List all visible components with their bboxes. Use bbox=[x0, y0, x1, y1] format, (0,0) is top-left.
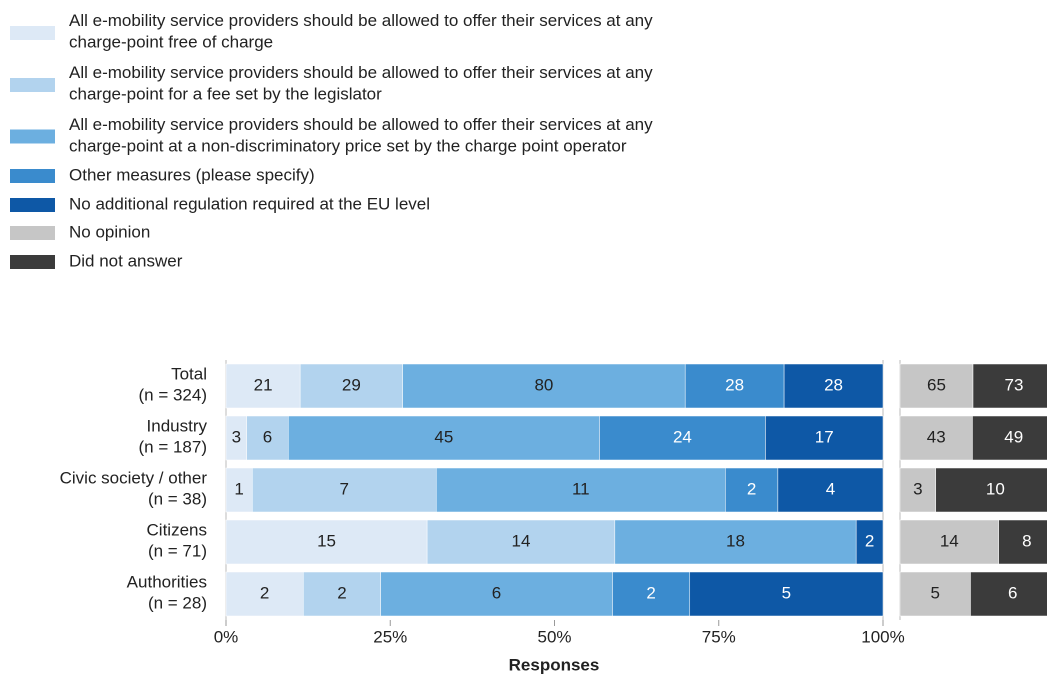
legend-label: All e-mobility service providers should … bbox=[69, 11, 653, 52]
data-label: 6 bbox=[492, 583, 501, 602]
data-label: 18 bbox=[726, 531, 745, 550]
data-label: 3 bbox=[913, 479, 922, 498]
data-label: 5 bbox=[782, 583, 791, 602]
y-tick-label: Authorities (n = 28) bbox=[127, 573, 207, 613]
data-label: 11 bbox=[572, 479, 590, 498]
data-label: 1 bbox=[234, 479, 243, 498]
data-label: 6 bbox=[1008, 583, 1017, 602]
bar-segment bbox=[899, 415, 973, 461]
bar-segment bbox=[899, 363, 974, 409]
bar-segment bbox=[935, 467, 1047, 513]
data-label: 15 bbox=[317, 531, 336, 550]
data-label: 21 bbox=[254, 375, 273, 394]
data-label: 80 bbox=[534, 375, 553, 394]
legend-swatch bbox=[10, 78, 55, 92]
y-tick-label: Industry (n = 187) bbox=[138, 417, 207, 457]
data-label: 5 bbox=[930, 583, 939, 602]
legend-swatch bbox=[10, 255, 55, 269]
data-label: 28 bbox=[824, 375, 843, 394]
data-label: 17 bbox=[815, 427, 834, 446]
data-label: 14 bbox=[940, 531, 959, 550]
bar-segment bbox=[725, 467, 779, 513]
bar-segment bbox=[972, 363, 1047, 409]
bar-segment bbox=[225, 363, 301, 409]
legend-swatch bbox=[10, 129, 55, 144]
data-label: 2 bbox=[865, 531, 874, 550]
bar-segment bbox=[380, 571, 613, 617]
legend-label: Other measures (please specify) bbox=[69, 165, 315, 184]
bar-segment bbox=[972, 415, 1047, 461]
legend-label: All e-mobility service providers should … bbox=[69, 115, 653, 156]
data-label: 24 bbox=[673, 427, 692, 446]
y-tick-label: Total (n = 324) bbox=[138, 365, 207, 405]
bar-segment bbox=[303, 571, 381, 617]
legend-swatch bbox=[10, 26, 55, 40]
data-label: 29 bbox=[342, 375, 361, 394]
data-label: 6 bbox=[263, 427, 272, 446]
bar-segment bbox=[402, 363, 686, 409]
legend-label: No additional regulation required at the… bbox=[69, 194, 430, 213]
legend-label: Did not answer bbox=[69, 251, 183, 270]
bar-segment bbox=[855, 519, 884, 565]
bar-segment bbox=[435, 467, 726, 513]
data-label: 3 bbox=[232, 427, 241, 446]
x-tick-label: 50% bbox=[537, 627, 571, 646]
data-label: 2 bbox=[260, 583, 269, 602]
data-label: 45 bbox=[434, 427, 453, 446]
bar-segment bbox=[287, 415, 600, 461]
bar-segment bbox=[765, 415, 884, 461]
x-tick-label: 25% bbox=[373, 627, 407, 646]
legend-swatch bbox=[10, 198, 55, 212]
legend-label: No opinion bbox=[69, 222, 150, 241]
data-label: 2 bbox=[337, 583, 346, 602]
bar-segment bbox=[689, 571, 884, 617]
legend-label: All e-mobility service providers should … bbox=[69, 63, 653, 104]
bar-segment bbox=[426, 519, 616, 565]
bar-segment bbox=[899, 571, 971, 617]
bar-segment bbox=[970, 571, 1047, 617]
data-label: 8 bbox=[1022, 531, 1031, 550]
data-label: 4 bbox=[826, 479, 835, 498]
bar-segment bbox=[612, 571, 691, 617]
data-label: 2 bbox=[646, 583, 655, 602]
legend-swatch bbox=[10, 226, 55, 240]
legend-swatch bbox=[10, 169, 55, 183]
bar-segment bbox=[599, 415, 766, 461]
bar-segment bbox=[998, 519, 1047, 565]
bar-segment bbox=[783, 363, 884, 409]
data-label: 73 bbox=[1005, 375, 1024, 394]
bar-segment bbox=[299, 363, 403, 409]
x-tick-label: 100% bbox=[861, 627, 904, 646]
y-tick-label: Civic society / other (n = 38) bbox=[60, 469, 208, 509]
data-label: 43 bbox=[927, 427, 946, 446]
x-axis-label: Responses bbox=[509, 655, 600, 674]
bar-segment bbox=[777, 467, 884, 513]
y-tick-label: Citizens (n = 71) bbox=[147, 521, 207, 561]
bar-segment bbox=[225, 519, 428, 565]
x-tick-label: 75% bbox=[702, 627, 736, 646]
data-label: 28 bbox=[725, 375, 744, 394]
bar-segment bbox=[614, 519, 857, 565]
bar-segment bbox=[899, 519, 999, 565]
data-label: 7 bbox=[340, 479, 349, 498]
data-label: 14 bbox=[512, 531, 531, 550]
x-tick-label: 0% bbox=[214, 627, 239, 646]
data-label: 2 bbox=[747, 479, 756, 498]
data-label: 49 bbox=[1004, 427, 1023, 446]
bar-segment bbox=[225, 571, 304, 617]
data-label: 65 bbox=[927, 375, 946, 394]
data-label: 10 bbox=[986, 479, 1005, 498]
bar-segment bbox=[246, 415, 289, 461]
